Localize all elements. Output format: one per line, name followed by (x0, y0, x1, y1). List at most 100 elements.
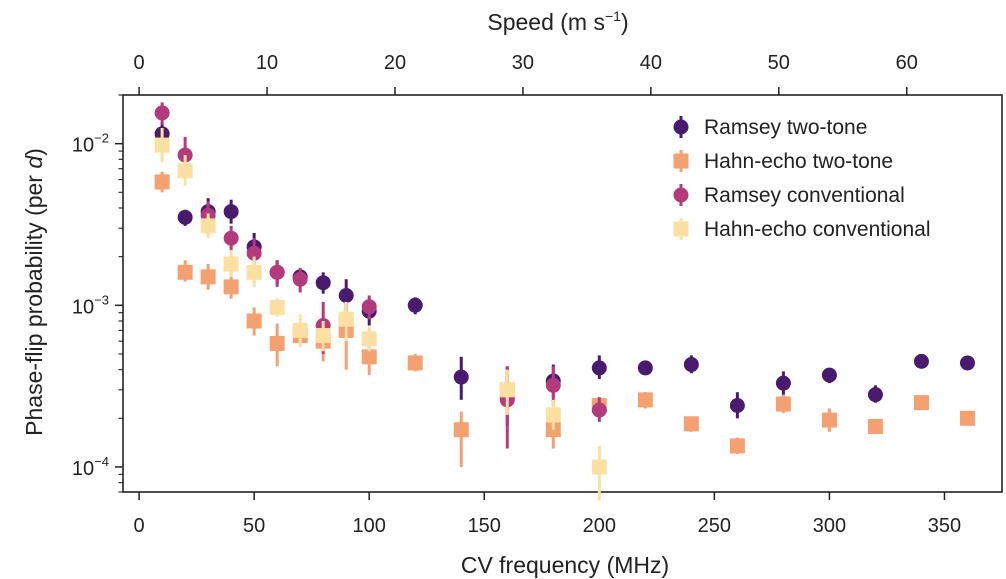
x-tick-label: 100 (353, 515, 386, 537)
data-point (913, 395, 929, 411)
legend-marker (673, 153, 689, 169)
data-point (637, 392, 653, 408)
data-point (361, 299, 377, 315)
legend-label: Ramsey two-tone (704, 116, 867, 139)
top-tick-label: 10 (256, 52, 278, 74)
top-tick-label: 50 (768, 52, 790, 74)
data-point (338, 287, 354, 303)
data-point (959, 355, 975, 371)
data-point (246, 245, 262, 261)
x-tick-label: 0 (134, 515, 145, 537)
data-marks (154, 102, 975, 501)
y-axis-title-part-1: Phase-flip probability (per (21, 169, 47, 436)
data-point (959, 410, 975, 426)
top-tick-label: 40 (640, 52, 662, 74)
data-point (729, 438, 745, 454)
data-point (292, 322, 308, 338)
x-tick-label: 250 (698, 515, 731, 537)
data-point (361, 331, 377, 347)
legend-label: Hahn-echo conventional (704, 218, 931, 241)
legend-marker (673, 187, 689, 203)
data-point (683, 357, 699, 373)
y-tick-label: 10−3 (72, 292, 109, 318)
data-point (729, 397, 745, 413)
data-point (591, 402, 607, 418)
data-point (246, 264, 262, 280)
top-axis-ticks: 0 10 20 30 40 50 60 (134, 52, 918, 95)
data-point (200, 218, 216, 234)
legend-marker (673, 119, 689, 135)
data-point (177, 163, 193, 179)
data-point (292, 271, 308, 287)
data-point (775, 375, 791, 391)
data-point (223, 256, 239, 272)
y-tick-exponent: −3 (94, 292, 109, 307)
data-point (821, 367, 837, 383)
y-axis-title-part-3: ) (21, 148, 47, 156)
data-point (177, 209, 193, 225)
data-point (407, 355, 423, 371)
y-tick-exponent: −2 (94, 131, 109, 146)
series-2 (154, 102, 607, 449)
data-point (545, 377, 561, 393)
y-tick-exponent: −4 (94, 454, 109, 469)
data-point (154, 137, 170, 153)
y-tick-label: 10−2 (72, 131, 109, 157)
y-tick-label: 10−4 (72, 454, 109, 480)
data-point (407, 297, 423, 313)
top-tick-label: 30 (512, 52, 534, 74)
data-point (591, 459, 607, 475)
y-tick-base: 10 (72, 296, 94, 318)
data-point (913, 353, 929, 369)
data-point (200, 269, 216, 285)
data-point (177, 264, 193, 280)
top-tick-label: 20 (384, 52, 406, 74)
data-point (269, 299, 285, 315)
x-tick-label: 300 (813, 515, 846, 537)
data-point (821, 412, 837, 428)
data-point (223, 279, 239, 295)
x-tick-label: 150 (468, 515, 501, 537)
series-1 (154, 171, 975, 467)
x-tick-label: 50 (243, 515, 265, 537)
legend-marker (673, 221, 689, 237)
y-tick-base: 10 (72, 135, 94, 157)
y-axis-title-part-2: d (21, 155, 47, 169)
data-point (269, 336, 285, 352)
y-tick-base: 10 (72, 458, 94, 480)
x-axis-ticks: 0 50 100 150 200 250 300 350 (134, 492, 961, 537)
data-point (315, 328, 331, 344)
data-point (591, 360, 607, 376)
data-point (867, 387, 883, 403)
data-point (154, 174, 170, 190)
x-tick-label: 350 (928, 515, 961, 537)
data-point (775, 396, 791, 412)
data-point (269, 264, 285, 280)
data-point (545, 407, 561, 423)
top-tick-label: 60 (896, 52, 918, 74)
top-axis-title: Speed (m s−1) (487, 8, 628, 35)
y-axis-title: Phase-flip probability (per d) (21, 148, 47, 436)
data-point (453, 422, 469, 438)
data-point (338, 311, 354, 327)
data-point (499, 382, 515, 398)
series-3 (154, 127, 607, 501)
data-point (154, 105, 170, 121)
data-point (246, 313, 262, 329)
data-point (637, 360, 653, 376)
data-point (361, 349, 377, 365)
top-axis-title-sup: −1 (605, 8, 621, 24)
legend-label: Ramsey conventional (704, 184, 905, 207)
x-tick-label: 200 (583, 515, 616, 537)
data-point (223, 230, 239, 246)
x-axis-title: CV frequency (MHz) (461, 552, 669, 578)
data-point (315, 275, 331, 291)
y-axis-ticks: 10−410−310−2 (72, 94, 123, 493)
data-point (223, 204, 239, 220)
data-point (683, 416, 699, 432)
top-tick-label: 0 (134, 52, 145, 74)
top-axis-title-main: Speed (m s (487, 9, 605, 35)
legend-label: Hahn-echo two-tone (704, 150, 893, 173)
plot-frame (122, 94, 1003, 493)
